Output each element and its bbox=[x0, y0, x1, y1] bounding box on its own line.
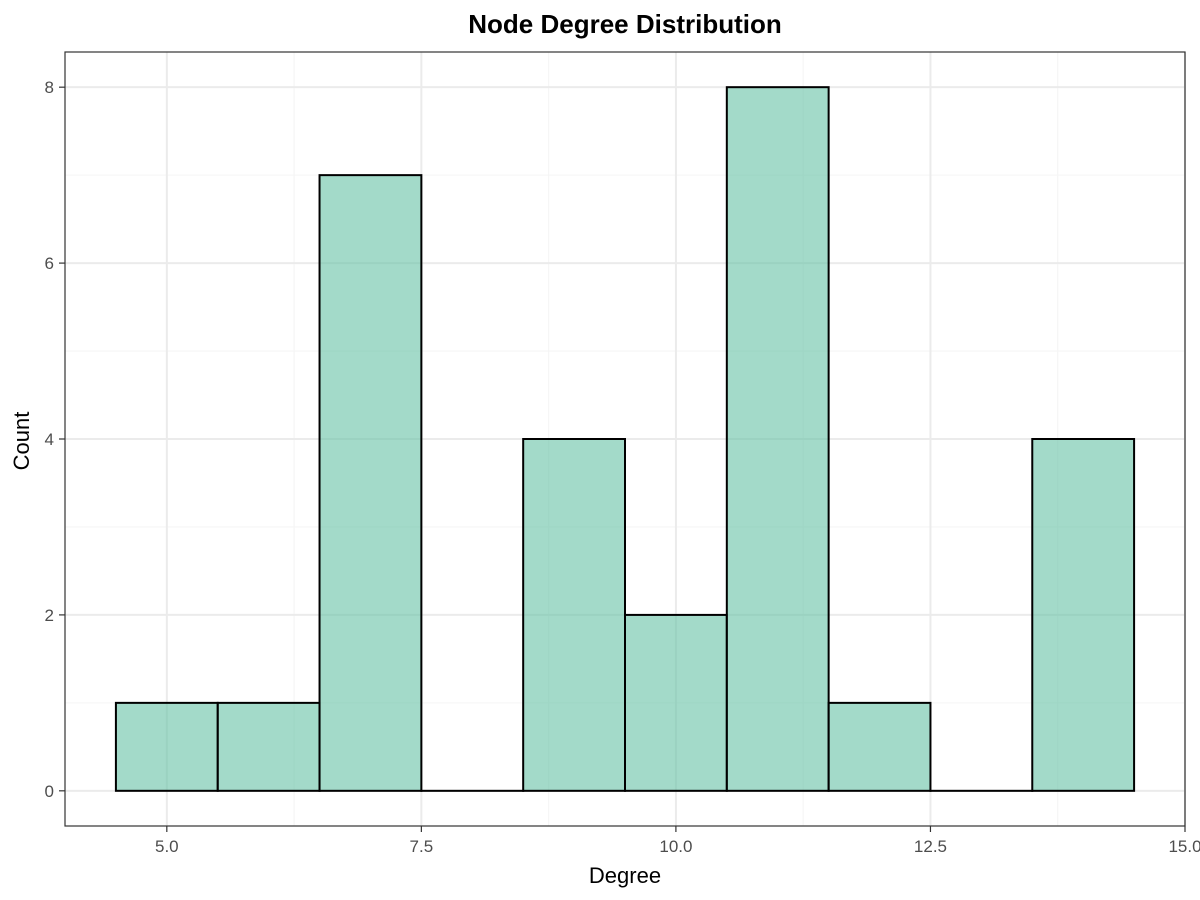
y-tick-label: 8 bbox=[45, 78, 54, 97]
histogram-bar bbox=[114, 701, 219, 792]
y-tick-label: 2 bbox=[45, 606, 54, 625]
histogram-bar bbox=[318, 174, 423, 792]
histogram-bar bbox=[1031, 438, 1136, 792]
y-tick-label: 6 bbox=[45, 254, 54, 273]
x-tick-label: 10.0 bbox=[659, 837, 692, 856]
x-axis: 5.0 7.5 10.0 12.5 15.0 bbox=[155, 826, 1200, 856]
x-tick-label: 15.0 bbox=[1168, 837, 1200, 856]
y-axis: 0 2 4 6 8 bbox=[45, 78, 65, 801]
y-axis-title: Count bbox=[9, 412, 34, 471]
y-tick-label: 0 bbox=[45, 782, 54, 801]
histogram-bar bbox=[624, 613, 728, 792]
chart-title: Node Degree Distribution bbox=[468, 9, 781, 39]
x-tick-label: 5.0 bbox=[155, 837, 179, 856]
histogram-bar bbox=[725, 86, 830, 792]
x-tick-label: 12.5 bbox=[914, 837, 947, 856]
y-tick-label: 4 bbox=[45, 430, 54, 449]
histogram-bar bbox=[827, 701, 932, 792]
x-axis-title: Degree bbox=[589, 863, 661, 888]
histogram-bar bbox=[216, 701, 321, 792]
x-tick-label: 7.5 bbox=[410, 837, 434, 856]
histogram-bar bbox=[522, 438, 627, 792]
histogram-bars bbox=[114, 86, 1136, 792]
